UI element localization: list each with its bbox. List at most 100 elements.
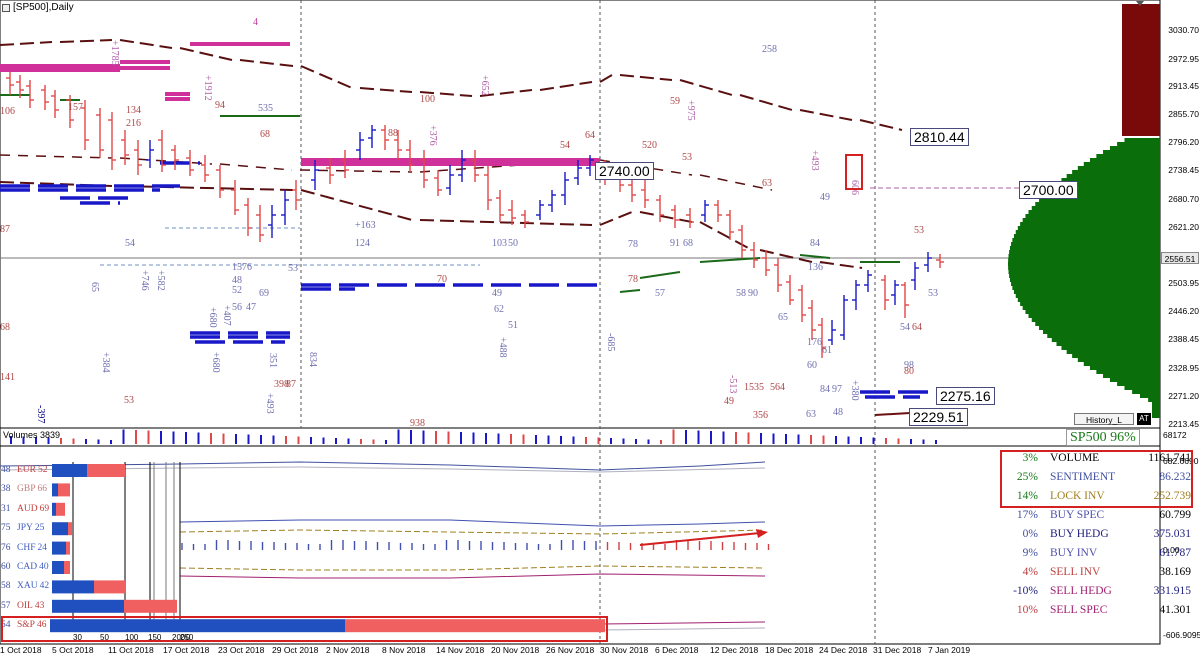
annotation-text: 54 bbox=[560, 140, 570, 151]
volume-bar bbox=[522, 434, 525, 444]
history-button[interactable]: History_L bbox=[1074, 413, 1134, 425]
profile-bar-green bbox=[1031, 206, 1160, 210]
profile-bar-green bbox=[1152, 410, 1160, 414]
profile-bar-green bbox=[1051, 338, 1160, 342]
stat-name: SELL HEDG bbox=[1050, 585, 1112, 597]
autotrading-badge: AT bbox=[1137, 413, 1151, 425]
annotation-text: 134 bbox=[126, 105, 141, 116]
profile-bar-green bbox=[1012, 286, 1160, 290]
volume-bar bbox=[847, 436, 850, 444]
level-segment bbox=[759, 249, 813, 263]
annotation-text: 54 bbox=[125, 238, 135, 249]
annotation-text: 258 bbox=[762, 44, 777, 55]
currency-row-jpy: 75 JPY 25 bbox=[1, 519, 44, 537]
annotation-text: 78 bbox=[628, 239, 638, 250]
volume-bar bbox=[660, 440, 662, 444]
highlight-sp-row bbox=[1, 616, 608, 642]
volume-bar bbox=[285, 436, 287, 444]
annotation-text: 60 bbox=[807, 360, 817, 371]
date-label: 12 Dec 2018 bbox=[710, 645, 759, 655]
profile-bar-green bbox=[1047, 334, 1160, 338]
annotation-text: 61 bbox=[822, 345, 832, 356]
stat-percent: 0% bbox=[1022, 528, 1038, 540]
date-label: 11 Oct 2018 bbox=[108, 645, 154, 655]
profile-bar-green bbox=[1031, 318, 1160, 322]
sell-level: 42 bbox=[39, 581, 50, 592]
scroll-down-icon[interactable] bbox=[1135, 0, 1145, 8]
currency-symbol: CAD bbox=[17, 562, 38, 572]
level-label-2700: 2700.00 bbox=[1019, 181, 1078, 199]
strength-bar-blue bbox=[52, 464, 87, 477]
annotation-text: 216 bbox=[126, 118, 141, 129]
profile-bar-green bbox=[1077, 358, 1160, 362]
annotation-text: +493 bbox=[809, 150, 820, 171]
stat-percent: 3% bbox=[1022, 452, 1038, 464]
volume-bar bbox=[572, 436, 575, 444]
date-label: 26 Nov 2018 bbox=[546, 645, 595, 655]
profile-bar-green bbox=[1008, 270, 1160, 274]
strength-bar-blue bbox=[52, 561, 64, 574]
volume-bar bbox=[510, 434, 512, 444]
stat-value: 331.915 bbox=[1153, 585, 1191, 597]
annotation-text: +488 bbox=[497, 337, 508, 358]
volume-bar bbox=[10, 436, 12, 444]
volume-bar bbox=[747, 432, 750, 444]
volume-bar bbox=[310, 437, 312, 444]
level-segment bbox=[179, 47, 233, 61]
profile-bar-green bbox=[1103, 374, 1160, 378]
buy-level: 48 bbox=[1, 465, 11, 475]
strength-bar-blue bbox=[52, 541, 66, 555]
date-label: 7 Jan 2019 bbox=[928, 645, 971, 655]
annotation-text: 54 bbox=[900, 322, 910, 333]
buy-level: 58 bbox=[1, 581, 11, 592]
scale-tick: 30 bbox=[73, 633, 82, 642]
volume-bar bbox=[547, 435, 550, 444]
level-segment bbox=[619, 74, 673, 81]
stat-name: LOCK INV bbox=[1050, 490, 1105, 502]
volume-bar bbox=[347, 438, 350, 444]
profile-bar-green bbox=[1008, 266, 1160, 270]
window-title[interactable]: [SP500],Daily bbox=[2, 2, 74, 13]
volume-bar bbox=[322, 437, 325, 444]
volume-bar bbox=[410, 430, 412, 444]
stat-row-sell-hedg: -10% SELL HEDG 331.915 bbox=[1005, 585, 1193, 603]
annotation-text: 938 bbox=[410, 418, 425, 429]
annotation-text: -397 bbox=[35, 405, 46, 423]
profile-bar-green bbox=[1009, 246, 1160, 250]
volume-bar bbox=[110, 440, 112, 444]
date-label: 29 Oct 2018 bbox=[272, 645, 319, 655]
date-label: 8 Nov 2018 bbox=[382, 645, 426, 655]
profile-bar-green bbox=[1117, 382, 1160, 386]
annotation-text: 70 bbox=[437, 274, 447, 285]
price-panel[interactable] bbox=[0, 0, 1161, 429]
chart-window-icon bbox=[2, 3, 10, 12]
stat-row-buy-hedg: 0% BUY HEDG 375.031 bbox=[1005, 528, 1193, 546]
volume-bar bbox=[722, 431, 725, 444]
annotation-text: +407 bbox=[221, 305, 232, 326]
volume-bar bbox=[672, 429, 675, 444]
profile-bar-green bbox=[1132, 390, 1160, 394]
stat-percent: 9% bbox=[1022, 547, 1038, 559]
stat-percent: 4% bbox=[1022, 566, 1038, 578]
level-label-2740: 2740.00 bbox=[595, 162, 654, 180]
buy-level: 76 bbox=[1, 542, 11, 553]
level-segment bbox=[479, 89, 533, 97]
volume-bar bbox=[647, 439, 650, 444]
scale-tick: 0 bbox=[186, 633, 191, 642]
volume-bar bbox=[335, 438, 337, 444]
profile-bar-green bbox=[1047, 190, 1160, 194]
level-segment bbox=[599, 159, 693, 176]
annotation-text: 49 bbox=[724, 396, 734, 407]
strength-bar-red bbox=[94, 580, 126, 594]
highlight-606 bbox=[845, 154, 863, 190]
annotation-text: 53 bbox=[124, 395, 134, 406]
level-segment bbox=[119, 157, 213, 165]
volume-bar bbox=[735, 432, 737, 444]
annotation-text: +652 bbox=[479, 75, 490, 96]
annotation-text: 64 bbox=[585, 130, 595, 141]
profile-bar-green bbox=[1056, 342, 1160, 346]
date-label: 23 Oct 2018 bbox=[218, 645, 265, 655]
annotation-text: 62 bbox=[494, 304, 504, 315]
date-label: 30 Nov 2018 bbox=[600, 645, 649, 655]
